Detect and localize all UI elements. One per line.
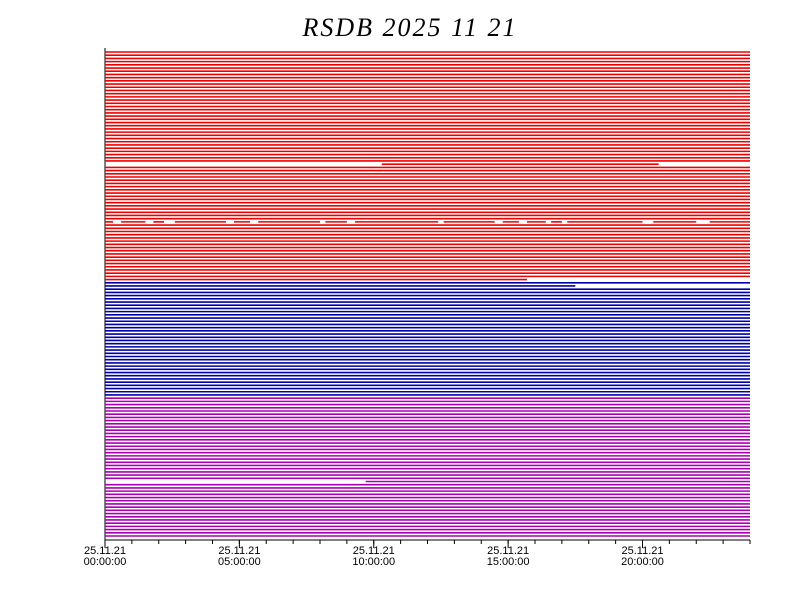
x-tick-label: 25.11.21 20:00:00 xyxy=(621,545,664,568)
x-tick-label: 25.11.21 10:00:00 xyxy=(352,545,395,568)
x-tick-label: 25.11.21 00:00:00 xyxy=(84,545,127,568)
x-tick-label: 25.11.21 15:00:00 xyxy=(487,545,530,568)
chart-title: RSDB 2025 11 21 xyxy=(301,13,517,42)
x-tick-label: 25.11.21 05:00:00 xyxy=(218,545,261,568)
